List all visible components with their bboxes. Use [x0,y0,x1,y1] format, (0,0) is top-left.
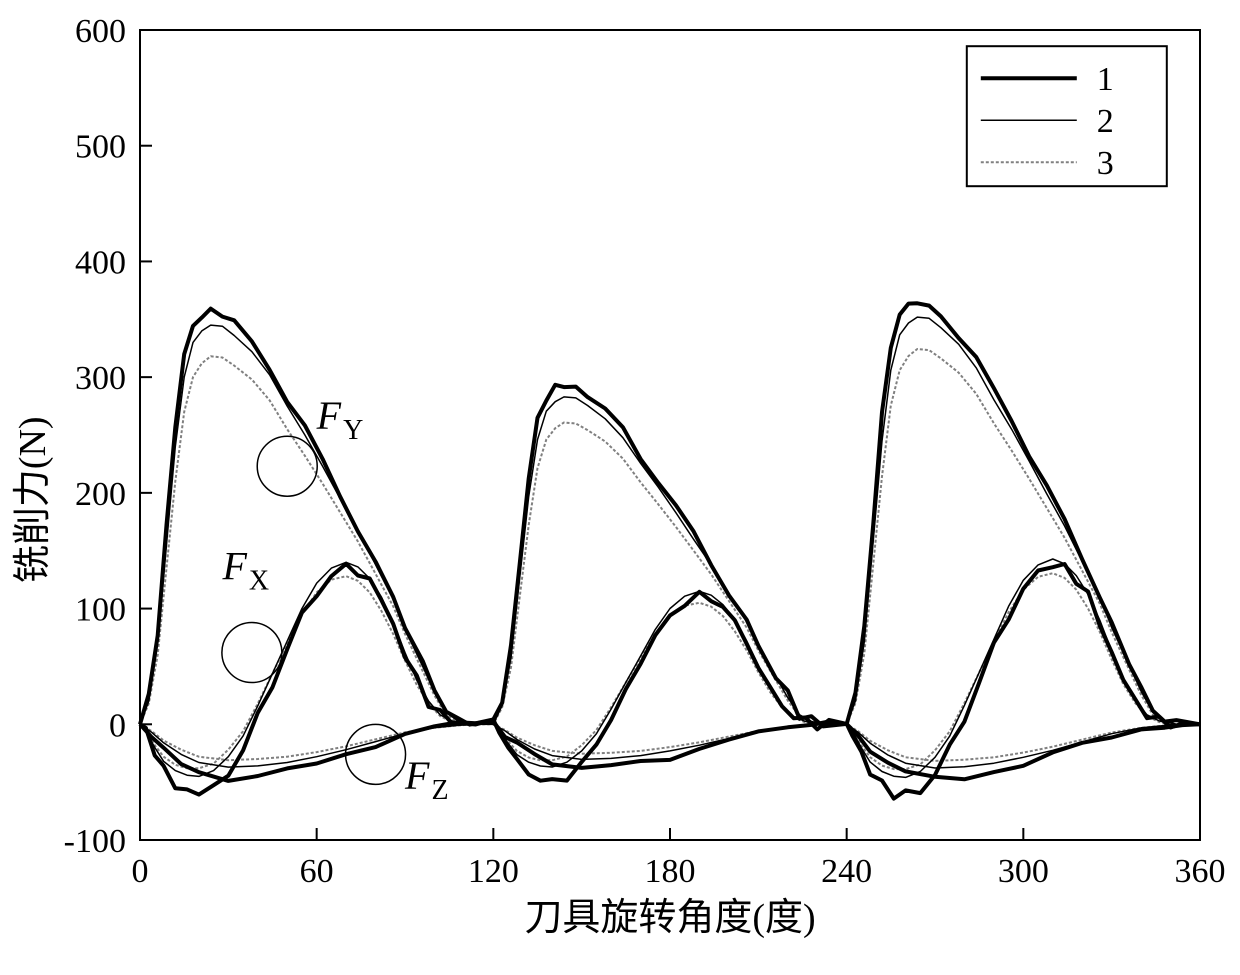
legend-label-3: 3 [1097,145,1114,182]
fy-series-1 [140,303,1200,726]
x-axis-title: 刀具旋转角度(度) [524,897,815,939]
fz-series-3 [140,724,1200,761]
legend-box [967,46,1167,186]
fx-series-2 [140,559,1200,777]
y-tick-label: 600 [75,13,126,50]
fy-series-3 [140,349,1200,724]
x-tick-label: 60 [300,853,334,890]
fx-series-1 [140,564,1200,799]
callout-label-FX: FX [221,544,269,597]
chart-container: 060120180240300360 -10001002003004005006… [0,0,1240,975]
y-tick-label: 0 [109,707,126,744]
legend-label-2: 2 [1097,103,1114,140]
y-axis-ticks: -100 0 100 200 300 400 500 600 [64,13,152,860]
chart-svg: 060120180240300360 -10001002003004005006… [0,0,1240,975]
callout-label-FZ: FZ [404,753,449,806]
fx-series-3 [140,573,1200,769]
y-tick-label: 500 [75,129,126,166]
x-tick-label: 360 [1175,853,1226,890]
chart-callouts: FY FX FZ [221,393,448,806]
y-tick-label: 200 [75,476,126,513]
x-axis-ticks: 0 60 120 180 240 300 360 [132,828,1226,890]
legend-label-1: 1 [1097,61,1114,98]
callout-circle-FY [257,436,317,496]
y-axis-title: 铣削力(N) [12,416,54,583]
x-tick-label: 120 [468,853,519,890]
y-tick-label: 300 [75,360,126,397]
y-tick-label: 400 [75,244,126,281]
callout-circle-FX [222,623,282,683]
chart-series [140,303,1200,798]
x-tick-label: 240 [821,853,872,890]
x-tick-label: 180 [645,853,696,890]
x-tick-label: 300 [998,853,1049,890]
chart-legend: 1 2 3 [967,46,1167,186]
y-tick-label: 100 [75,592,126,629]
y-tick-label: -100 [64,823,126,860]
callout-label-FY: FY [316,393,364,446]
plot-border [140,30,1200,840]
callout-circle-FZ [346,724,406,784]
x-tick-label: 0 [132,853,149,890]
